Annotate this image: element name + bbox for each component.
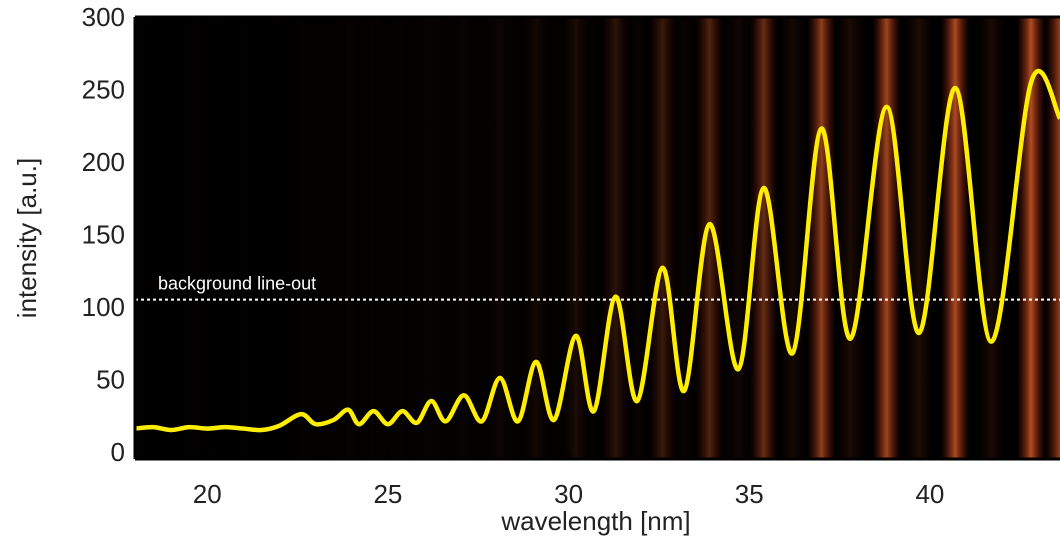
- x-tick-label: 20: [193, 479, 222, 509]
- intensity-stripe: [601, 17, 630, 459]
- intensity-stripe: [807, 17, 836, 459]
- intensity-stripe: [1046, 17, 1060, 459]
- intensity-stripe: [648, 17, 677, 459]
- y-axis-label: intensity [a.u.]: [12, 158, 42, 318]
- y-tick-label: 0: [111, 437, 125, 467]
- intensity-stripe: [778, 17, 807, 459]
- y-tick-label: 150: [82, 219, 125, 249]
- intensity-stripe: [941, 17, 970, 459]
- y-tick-label: 250: [82, 74, 125, 104]
- y-tick-label: 300: [82, 2, 125, 32]
- y-tick-label: 100: [82, 292, 125, 322]
- x-tick-label: 30: [554, 479, 583, 509]
- intensity-stripe: [485, 17, 514, 459]
- intensity-stripe: [836, 17, 865, 459]
- intensity-stripe: [872, 17, 901, 459]
- intensity-stripe: [724, 17, 753, 459]
- y-tick-label: 200: [82, 147, 125, 177]
- intensity-stripe: [695, 17, 724, 459]
- spectrum-line: [134, 69, 1060, 433]
- intensity-stripe: [977, 17, 1006, 459]
- x-axis-label: wavelength [nm]: [500, 506, 690, 536]
- intensity-stripe: [905, 17, 934, 459]
- intensity-stripe: [623, 17, 651, 459]
- y-tick-label: 50: [96, 364, 125, 394]
- x-tick-label: 25: [373, 479, 402, 509]
- annotation: background line-out: [158, 274, 316, 294]
- x-tick-label: 40: [915, 479, 944, 509]
- x-tick-label: 35: [735, 479, 764, 509]
